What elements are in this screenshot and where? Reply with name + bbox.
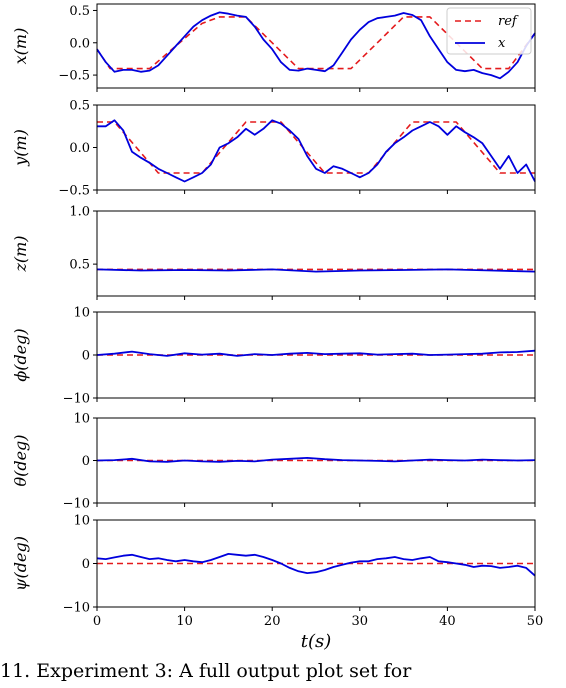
ylabel-panel-1: x(m) — [11, 28, 30, 65]
ytick-label-panel-1: 0.5 — [69, 4, 90, 19]
ytick-label-panel-4: 0 — [82, 349, 90, 364]
legend-label-ref: ref — [498, 14, 519, 29]
axes-frame-panel-1 — [96, 3, 536, 89]
ytick-label-panel-5: −10 — [63, 497, 90, 512]
ylabel-panel-2: y(m) — [11, 129, 30, 167]
x-axis-label: t(s) — [301, 631, 332, 652]
ylabel-panel-4: ϕ(deg) — [11, 328, 30, 381]
actual-line-panel-4 — [96, 349, 536, 357]
ytick-label-panel-6: 0 — [82, 557, 90, 572]
ytick-label-panel-6: −10 — [63, 601, 90, 616]
ytick-label-panel-5: 0 — [82, 454, 90, 469]
actual-line-panel-2 — [97, 119, 536, 183]
ytick-label-panel-4: 10 — [73, 306, 90, 321]
axes-frame-panel-3 — [96, 210, 536, 297]
legend-label-actual: x — [498, 36, 506, 51]
ref-line-panel-2 — [97, 121, 535, 174]
ylabel-panel-5: θ(deg) — [11, 434, 30, 486]
axes-frame-panel-2 — [96, 104, 536, 191]
ytick-label-panel-1: −0.5 — [58, 69, 90, 84]
ylabel-panel-6: ψ(deg) — [11, 536, 30, 591]
ytick-label-panel-2: 0.0 — [69, 141, 90, 156]
actual-line-panel-6 — [96, 553, 536, 577]
ylabel-panel-3: z(m) — [11, 235, 30, 272]
ytick-label-panel-2: −0.5 — [58, 184, 90, 199]
ytick-label-panel-5: 10 — [73, 412, 90, 427]
xtick-label: 50 — [527, 614, 544, 629]
actual-line-panel-3 — [96, 268, 536, 273]
ytick-label-panel-3: 1.0 — [69, 205, 90, 220]
ytick-label-panel-6: 10 — [73, 514, 90, 529]
xtick-label: 0 — [93, 614, 101, 629]
xtick-label: 10 — [176, 614, 193, 629]
xtick-label: 20 — [264, 614, 281, 629]
ytick-label-panel-3: 0.5 — [69, 258, 90, 273]
actual-line-panel-1 — [96, 11, 536, 80]
legend-box — [446, 7, 532, 55]
xtick-label: 30 — [352, 614, 369, 629]
ytick-label-panel-1: 0.0 — [69, 36, 90, 51]
actual-line-panel-5 — [96, 456, 536, 463]
xtick-label: 40 — [439, 614, 456, 629]
ytick-label-panel-4: −10 — [63, 392, 90, 407]
figure-caption: 11. Experiment 3: A full output plot set… — [0, 660, 412, 682]
ytick-label-panel-2: 0.5 — [69, 99, 90, 114]
figure: 0.5 0.0 −0.5 x(m) 0.5 0.0 −0.5 y(m) 1.0 0.5 z(m) 10… — [11, 3, 544, 652]
